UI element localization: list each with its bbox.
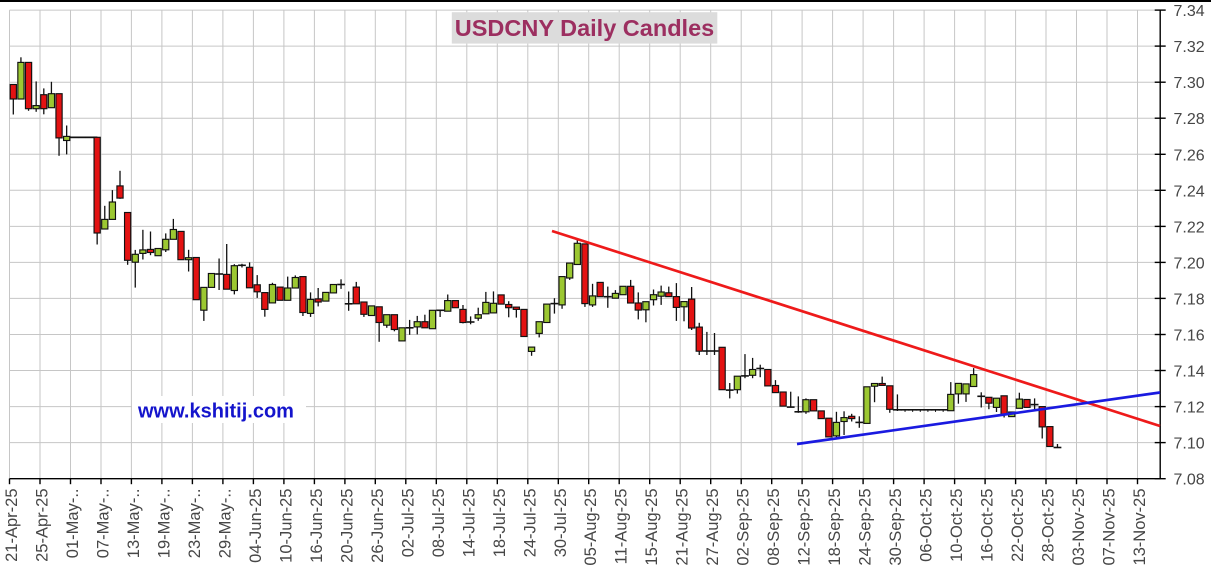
- svg-text:7.16: 7.16: [1174, 328, 1205, 345]
- svg-text:10-Jun-25: 10-Jun-25: [277, 489, 295, 563]
- svg-text:06-Oct-25: 06-Oct-25: [918, 489, 936, 562]
- svg-text:7.24: 7.24: [1174, 183, 1205, 200]
- svg-text:08-Sep-25: 08-Sep-25: [765, 489, 783, 566]
- svg-text:USDCNY Daily Candles: USDCNY Daily Candles: [455, 15, 714, 41]
- svg-text:22-Oct-25: 22-Oct-25: [1009, 489, 1027, 562]
- svg-text:11-Aug-25: 11-Aug-25: [613, 489, 631, 565]
- svg-text:03-Nov-25: 03-Nov-25: [1070, 489, 1088, 566]
- svg-text:13-Nov-25: 13-Nov-25: [1131, 489, 1149, 566]
- svg-text:7.08: 7.08: [1174, 472, 1205, 489]
- svg-text:24-Sep-25: 24-Sep-25: [857, 489, 875, 566]
- svg-text:21-Apr-25: 21-Apr-25: [3, 489, 21, 562]
- svg-text:02-Jul-25: 02-Jul-25: [399, 489, 417, 558]
- svg-text:20-Jun-25: 20-Jun-25: [338, 489, 356, 563]
- svg-text:18-Sep-25: 18-Sep-25: [826, 489, 844, 566]
- svg-text:7.18: 7.18: [1174, 291, 1205, 308]
- svg-text:07-May-..: 07-May-..: [95, 489, 113, 559]
- svg-text:26-Jun-25: 26-Jun-25: [369, 489, 387, 563]
- svg-text:12-Sep-25: 12-Sep-25: [796, 489, 814, 566]
- svg-text:7.34: 7.34: [1174, 3, 1205, 20]
- svg-text:15-Aug-25: 15-Aug-25: [643, 489, 661, 566]
- svg-text:www.kshitij.com: www.kshitij.com: [137, 401, 294, 423]
- svg-text:7.12: 7.12: [1174, 400, 1205, 417]
- svg-text:19-May-..: 19-May-..: [155, 489, 173, 559]
- svg-text:7.14: 7.14: [1174, 364, 1205, 381]
- svg-text:30-Sep-25: 30-Sep-25: [887, 489, 905, 566]
- svg-text:7.26: 7.26: [1174, 147, 1205, 164]
- svg-text:7.10: 7.10: [1174, 436, 1205, 453]
- svg-text:18-Jul-25: 18-Jul-25: [491, 489, 509, 558]
- svg-text:10-Oct-25: 10-Oct-25: [948, 489, 966, 562]
- svg-text:16-Jun-25: 16-Jun-25: [308, 489, 326, 563]
- svg-text:01-May-..: 01-May-..: [64, 489, 82, 559]
- svg-text:7.20: 7.20: [1174, 255, 1205, 272]
- svg-text:21-Aug-25: 21-Aug-25: [674, 489, 692, 566]
- svg-text:13-May-..: 13-May-..: [125, 489, 143, 559]
- svg-text:30-Jul-25: 30-Jul-25: [552, 489, 570, 558]
- svg-text:7.32: 7.32: [1174, 39, 1205, 56]
- svg-text:7.28: 7.28: [1174, 111, 1205, 128]
- svg-text:28-Oct-25: 28-Oct-25: [1040, 489, 1058, 562]
- svg-text:14-Jul-25: 14-Jul-25: [460, 489, 478, 558]
- svg-text:27-Aug-25: 27-Aug-25: [704, 489, 722, 566]
- svg-text:04-Jun-25: 04-Jun-25: [247, 489, 265, 563]
- svg-text:23-May-..: 23-May-..: [186, 489, 204, 559]
- svg-text:29-May-..: 29-May-..: [216, 489, 234, 559]
- svg-text:25-Apr-25: 25-Apr-25: [34, 489, 52, 562]
- svg-text:7.30: 7.30: [1174, 75, 1205, 92]
- svg-text:07-Nov-25: 07-Nov-25: [1101, 489, 1119, 566]
- svg-text:7.22: 7.22: [1174, 219, 1205, 236]
- svg-text:05-Aug-25: 05-Aug-25: [582, 489, 600, 566]
- svg-text:08-Jul-25: 08-Jul-25: [430, 489, 448, 558]
- svg-text:24-Jul-25: 24-Jul-25: [521, 489, 539, 558]
- svg-text:02-Sep-25: 02-Sep-25: [735, 489, 753, 566]
- svg-text:16-Oct-25: 16-Oct-25: [979, 489, 997, 562]
